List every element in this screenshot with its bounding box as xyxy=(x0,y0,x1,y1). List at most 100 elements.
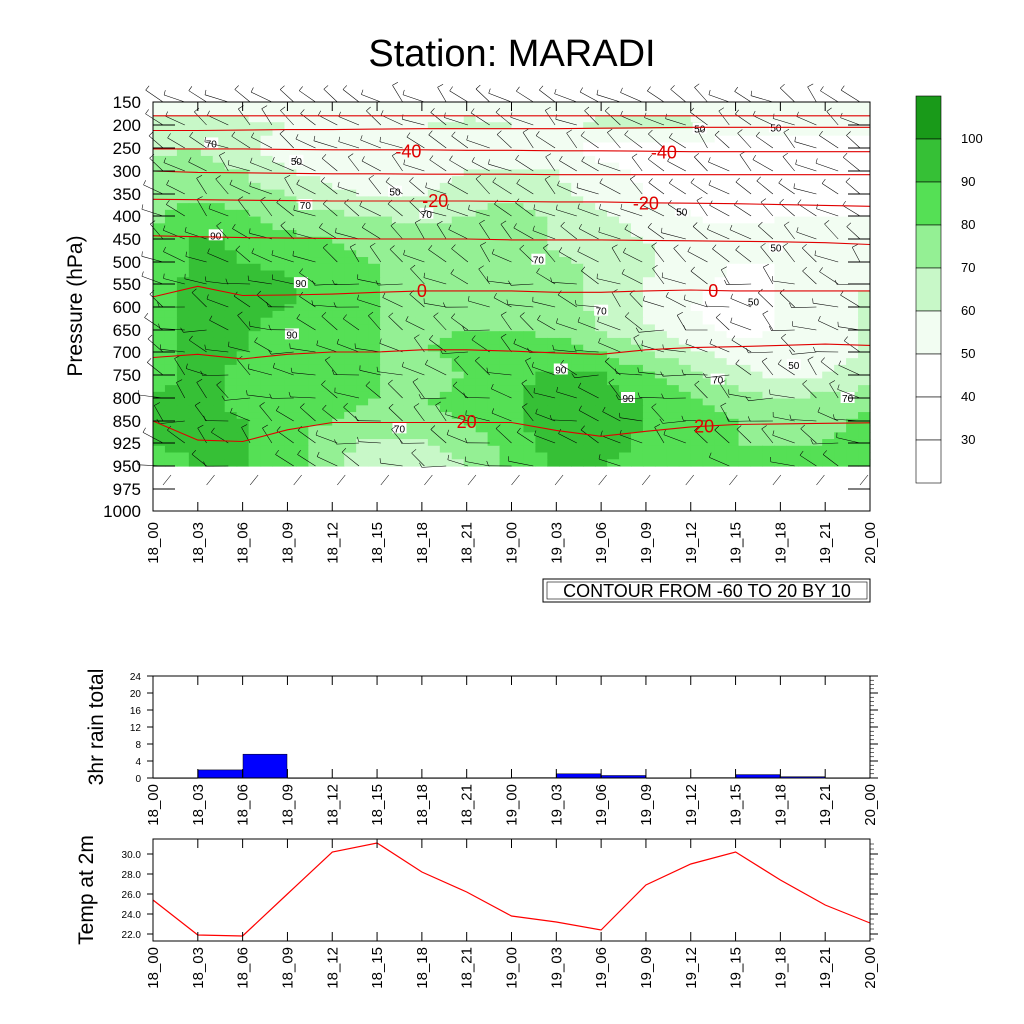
wind-barb-shaft xyxy=(772,280,795,285)
humidity-cell xyxy=(547,108,560,117)
wind-barb-shaft xyxy=(718,110,730,126)
humidity-cell xyxy=(726,169,740,177)
humidity-cell xyxy=(846,344,859,353)
humidity-cell xyxy=(200,250,214,258)
humidity-cell xyxy=(822,331,835,339)
humidity-cell xyxy=(714,102,728,110)
humidity-cell xyxy=(427,317,441,326)
humidity-cell xyxy=(439,209,453,218)
wind-barb-shaft xyxy=(761,361,774,376)
wind-barb-shaft xyxy=(145,89,164,103)
humidity-cell xyxy=(475,196,489,204)
wind-barb-shaft xyxy=(519,316,534,331)
humidity-cell xyxy=(248,115,262,123)
humidity-cell xyxy=(702,351,716,359)
humidity-cell xyxy=(523,324,536,332)
wind-barb-feather xyxy=(714,425,719,431)
humidity-cell xyxy=(499,216,513,224)
humidity-cell xyxy=(284,196,297,204)
wind-barb-feather xyxy=(599,204,601,209)
humidity-cell xyxy=(858,344,871,353)
humidity-cell xyxy=(427,230,441,238)
humidity-cell xyxy=(523,385,536,393)
humidity-cell xyxy=(798,358,811,366)
humidity-cell xyxy=(607,162,620,171)
humidity-cell xyxy=(200,263,214,272)
wind-barb-shaft xyxy=(819,135,839,149)
humidity-cell xyxy=(176,304,190,312)
wind-barb-shaft xyxy=(189,339,207,353)
humidity-cell xyxy=(308,425,321,433)
humidity-cell xyxy=(332,162,345,171)
humidity-cell xyxy=(822,102,835,110)
humidity-cell xyxy=(523,203,536,211)
humidity-cell xyxy=(666,398,680,406)
humidity-cell xyxy=(415,122,429,130)
humidity-cell xyxy=(559,277,572,285)
humidity-cell xyxy=(224,317,238,326)
wind-barb-shaft xyxy=(451,317,469,331)
humidity-cell xyxy=(535,277,548,285)
humidity-cell xyxy=(726,310,740,319)
humidity-cell xyxy=(200,398,214,406)
wind-barb-shaft xyxy=(391,155,403,172)
humidity-cell xyxy=(810,398,823,406)
x-tick-label: 19_00 xyxy=(504,947,521,989)
humidity-cell xyxy=(690,216,704,224)
humidity-cell xyxy=(547,371,560,379)
humidity-cell xyxy=(631,182,644,191)
humidity-cell xyxy=(690,439,704,447)
colorbar-label: 40 xyxy=(961,389,975,404)
wind-barb-feather xyxy=(254,337,258,343)
humidity-cell xyxy=(380,459,393,467)
humidity-cell xyxy=(164,277,178,285)
humidity-cell xyxy=(320,162,333,171)
humidity-cell xyxy=(176,412,190,420)
humidity-cell xyxy=(176,290,190,299)
humidity-cell xyxy=(702,257,716,265)
wind-barb-feather xyxy=(758,221,763,227)
wind-barb-feather xyxy=(180,327,184,333)
humidity-cell xyxy=(798,337,811,346)
wind-barb-shaft xyxy=(272,279,294,285)
pressure-y-ticks: 1502002503003504004505005506006507007508… xyxy=(103,93,870,521)
humidity-cell xyxy=(631,223,644,231)
humidity-cell xyxy=(726,135,740,144)
humidity-cell xyxy=(690,405,704,413)
wind-barb-shaft xyxy=(249,474,259,486)
humidity-cell xyxy=(559,412,572,420)
humidity-cell xyxy=(535,270,548,278)
humidity-cell xyxy=(619,128,632,137)
humidity-cell xyxy=(571,108,584,117)
humidity-cell xyxy=(858,425,871,433)
humidity-cell xyxy=(702,223,716,231)
humidity-cell xyxy=(571,344,584,353)
humidity-cell xyxy=(176,337,190,346)
humidity-cell xyxy=(607,351,620,359)
humidity-cell xyxy=(380,223,393,231)
humidity-cell xyxy=(415,169,429,177)
wind-barb-shaft xyxy=(446,208,468,217)
wind-barb-shaft xyxy=(690,111,708,126)
humidity-cell xyxy=(595,216,608,224)
wind-barb-feather xyxy=(465,410,467,416)
wind-barb-shaft xyxy=(611,292,621,308)
humidity-cell xyxy=(631,452,644,460)
humidity-cell xyxy=(272,398,286,406)
humidity-cell xyxy=(236,371,250,379)
humidity-cell xyxy=(499,115,513,123)
humidity-cell xyxy=(642,149,656,157)
wind-barb-feather xyxy=(163,273,165,279)
humidity-cell xyxy=(392,452,405,460)
humidity-cell xyxy=(320,452,333,460)
wind-barb-feather xyxy=(488,88,491,94)
wind-barb-shaft xyxy=(449,159,469,172)
humidity-cell xyxy=(224,189,238,197)
humidity-cell xyxy=(690,189,704,197)
humidity-cell xyxy=(380,304,393,312)
wind-barb-feather xyxy=(687,246,691,252)
humidity-cell xyxy=(308,310,321,319)
humidity-cell xyxy=(475,162,489,171)
humidity-cell xyxy=(224,135,238,144)
humidity-cell xyxy=(487,102,501,110)
